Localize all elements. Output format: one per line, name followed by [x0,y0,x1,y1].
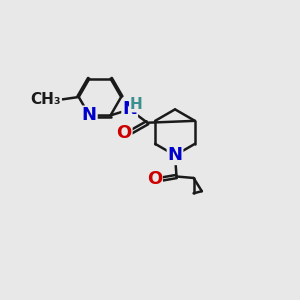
Text: N: N [82,106,97,124]
Text: H: H [130,97,142,112]
Text: O: O [147,170,162,188]
Text: N: N [167,146,182,164]
Text: N: N [122,100,137,118]
Text: O: O [116,124,132,142]
Text: CH₃: CH₃ [31,92,61,107]
